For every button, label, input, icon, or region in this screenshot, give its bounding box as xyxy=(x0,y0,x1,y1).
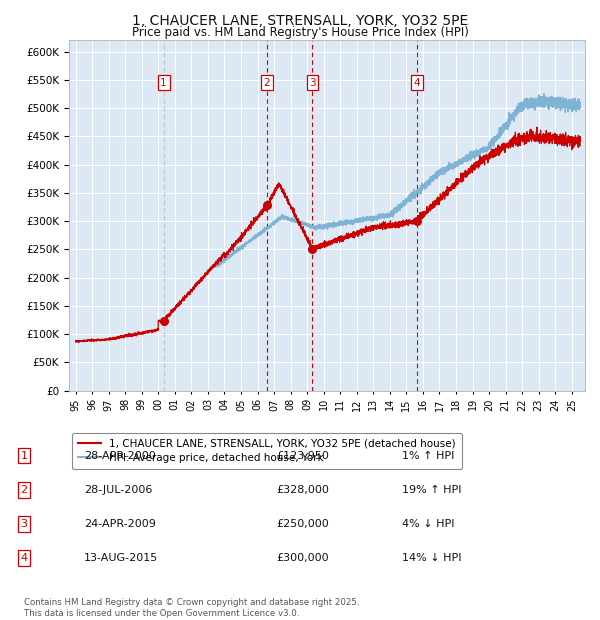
Text: 3: 3 xyxy=(20,519,28,529)
Text: 1, CHAUCER LANE, STRENSALL, YORK, YO32 5PE: 1, CHAUCER LANE, STRENSALL, YORK, YO32 5… xyxy=(132,14,468,28)
Text: £123,950: £123,950 xyxy=(276,451,329,461)
Legend: 1, CHAUCER LANE, STRENSALL, YORK, YO32 5PE (detached house), HPI: Average price,: 1, CHAUCER LANE, STRENSALL, YORK, YO32 5… xyxy=(71,433,462,469)
Text: 4: 4 xyxy=(413,78,420,87)
Text: 1% ↑ HPI: 1% ↑ HPI xyxy=(402,451,454,461)
Text: 19% ↑ HPI: 19% ↑ HPI xyxy=(402,485,461,495)
Text: Contains HM Land Registry data © Crown copyright and database right 2025.
This d: Contains HM Land Registry data © Crown c… xyxy=(24,598,359,618)
Text: £300,000: £300,000 xyxy=(276,553,329,563)
Text: Price paid vs. HM Land Registry's House Price Index (HPI): Price paid vs. HM Land Registry's House … xyxy=(131,26,469,39)
Text: 24-APR-2009: 24-APR-2009 xyxy=(84,519,156,529)
Text: 13-AUG-2015: 13-AUG-2015 xyxy=(84,553,158,563)
Text: 14% ↓ HPI: 14% ↓ HPI xyxy=(402,553,461,563)
Text: 4% ↓ HPI: 4% ↓ HPI xyxy=(402,519,455,529)
Text: 4: 4 xyxy=(20,553,28,563)
Text: 1: 1 xyxy=(20,451,28,461)
Text: £328,000: £328,000 xyxy=(276,485,329,495)
Text: 28-JUL-2006: 28-JUL-2006 xyxy=(84,485,152,495)
Text: 2: 2 xyxy=(20,485,28,495)
Text: 1: 1 xyxy=(160,78,167,87)
Text: £250,000: £250,000 xyxy=(276,519,329,529)
Text: 2: 2 xyxy=(263,78,270,87)
Text: 3: 3 xyxy=(309,78,316,87)
Text: 28-APR-2000: 28-APR-2000 xyxy=(84,451,156,461)
